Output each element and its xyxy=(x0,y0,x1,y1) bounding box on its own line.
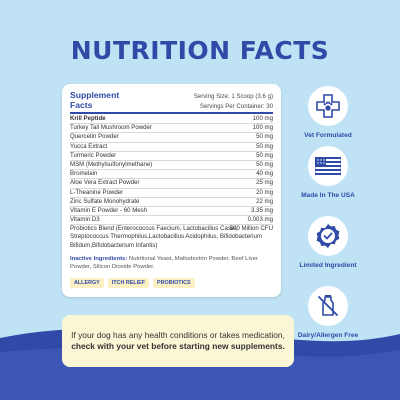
note-text: If your dog has any health conditions or… xyxy=(71,329,285,352)
paw-cross-icon xyxy=(308,86,348,126)
ingredient-row: Yucca Extract 50 mg xyxy=(70,143,273,152)
blend-amount: 500 Million CFU xyxy=(229,225,273,233)
facts-rows: Krill Peptide 100 mg Turkey Tail Mushroom… xyxy=(70,115,273,250)
inactive-text: Nutritional Yeast, Maltodextrin Powder, … xyxy=(70,256,258,270)
servings-per-container: Servings Per Container: 30 xyxy=(199,102,273,110)
ingredient-row: Aloe Vera Extract Powder 25 mg xyxy=(70,179,273,189)
ingredient-amount: 50 mg xyxy=(256,133,273,141)
ingredient-amount: 20 mg xyxy=(256,188,273,196)
ingredient-row: MSM (Methylsulfonylmethane) 50 mg xyxy=(70,160,273,171)
facts-divider xyxy=(70,112,273,114)
tag-itch-relief: ITCH RELIEF xyxy=(107,278,150,288)
tag-probiotics: PROBIOTICS xyxy=(153,278,195,288)
ingredient-name: Yucca Extract xyxy=(70,142,108,150)
ingredient-name: L-Theanine Powder xyxy=(70,188,124,196)
ingredient-row: Quercetin Powder 50 mg xyxy=(70,133,273,143)
ingredient-row: Bromelain 40 mg xyxy=(70,170,273,180)
ingredient-amount: 25 mg xyxy=(256,179,273,187)
blend-name: Probiotics Blend (Enterococcus Faecium, … xyxy=(70,225,262,249)
inactive-label: Inactive Ingredients: xyxy=(70,256,128,262)
supplement-facts-panel: Supplement Facts Serving Size: 1 Scoop (… xyxy=(62,84,281,297)
ingredient-amount: 40 mg xyxy=(256,170,273,178)
ingredient-row: Krill Peptide 100 mg xyxy=(70,115,273,125)
probiotic-blend-row: 500 Million CFU Probiotics Blend (Entero… xyxy=(70,225,273,250)
ingredient-name: Quercetin Powder xyxy=(70,133,119,141)
ingredient-row: Turmeric Powder 50 mg xyxy=(70,152,273,161)
check-badge-icon xyxy=(308,216,348,256)
ingredient-row: Turkey Tail Mushroom Powder 100 mg xyxy=(70,124,273,134)
ingredient-amount: 22 mg xyxy=(256,197,273,205)
ingredient-amount: 50 mg xyxy=(256,160,273,168)
feature-limited-ingredient: Limited Ingredient xyxy=(292,216,364,270)
serving-size: Serving Size: 1 Scoop (3.6 g) xyxy=(193,93,273,100)
ingredient-amount: 0.003 mg xyxy=(247,216,273,224)
us-flag-icon xyxy=(308,146,348,186)
ingredient-name: Vitamin E Powder - 60 Mesh xyxy=(70,206,148,214)
ingredient-amount: 50 mg xyxy=(256,151,273,159)
ingredient-row: L-Theanine Powder 20 mg xyxy=(70,189,273,198)
ingredient-row: Vitamin E Powder - 60 Mesh 3.35 mg xyxy=(70,206,273,217)
ingredient-row: Zinc Sulfate Monohydrate 22 mg xyxy=(70,198,273,207)
vet-advice-note: If your dog has any health conditions or… xyxy=(62,315,294,367)
ingredient-name: Bromelain xyxy=(70,170,98,178)
ingredient-name: Turkey Tail Mushroom Powder xyxy=(70,124,152,132)
benefit-tags: ALLERGY ITCH RELIEF PROBIOTICS xyxy=(70,278,195,288)
ingredient-name: MSM (Methylsulfonylmethane) xyxy=(70,160,153,168)
no-dairy-icon xyxy=(308,286,348,326)
ingredient-name: Turmeric Powder xyxy=(70,151,117,159)
page-title: NUTRITION FACTS xyxy=(70,36,330,65)
ingredient-row: Vitamin D3 0.003 mg xyxy=(70,216,273,226)
ingredient-name: Zinc Sulfate Monohydrate xyxy=(70,197,140,205)
ingredient-amount: 50 mg xyxy=(256,142,273,150)
ingredient-amount: 100 mg xyxy=(252,124,273,132)
serving-info: Serving Size: 1 Scoop (3.6 g) Servings P… xyxy=(194,92,273,111)
feature-vet-formulated: Vet Formulated xyxy=(292,86,364,140)
ingredient-amount: 100 mg xyxy=(252,115,273,122)
feature-dairy-free: Dairy/Allergen Free xyxy=(292,286,364,340)
feature-label: Limited Ingredient xyxy=(299,262,357,269)
inactive-ingredients: Inactive Ingredients: Nutritional Yeast,… xyxy=(70,255,273,271)
feature-made-in-usa: Made In The USA xyxy=(292,146,364,200)
tag-allergy: ALLERGY xyxy=(70,278,104,288)
ingredient-name: Vitamin D3 xyxy=(70,216,100,224)
feature-label: Made In The USA xyxy=(301,192,355,199)
ingredient-name: Aloe Vera Extract Powder xyxy=(70,179,140,187)
facts-title: Supplement Facts xyxy=(70,90,120,110)
feature-label: Vet Formulated xyxy=(304,132,352,139)
ingredient-amount: 3.35 mg xyxy=(250,206,273,214)
feature-label: Dairy/Allergen Free xyxy=(297,332,359,339)
ingredient-name: Krill Peptide xyxy=(70,115,106,122)
